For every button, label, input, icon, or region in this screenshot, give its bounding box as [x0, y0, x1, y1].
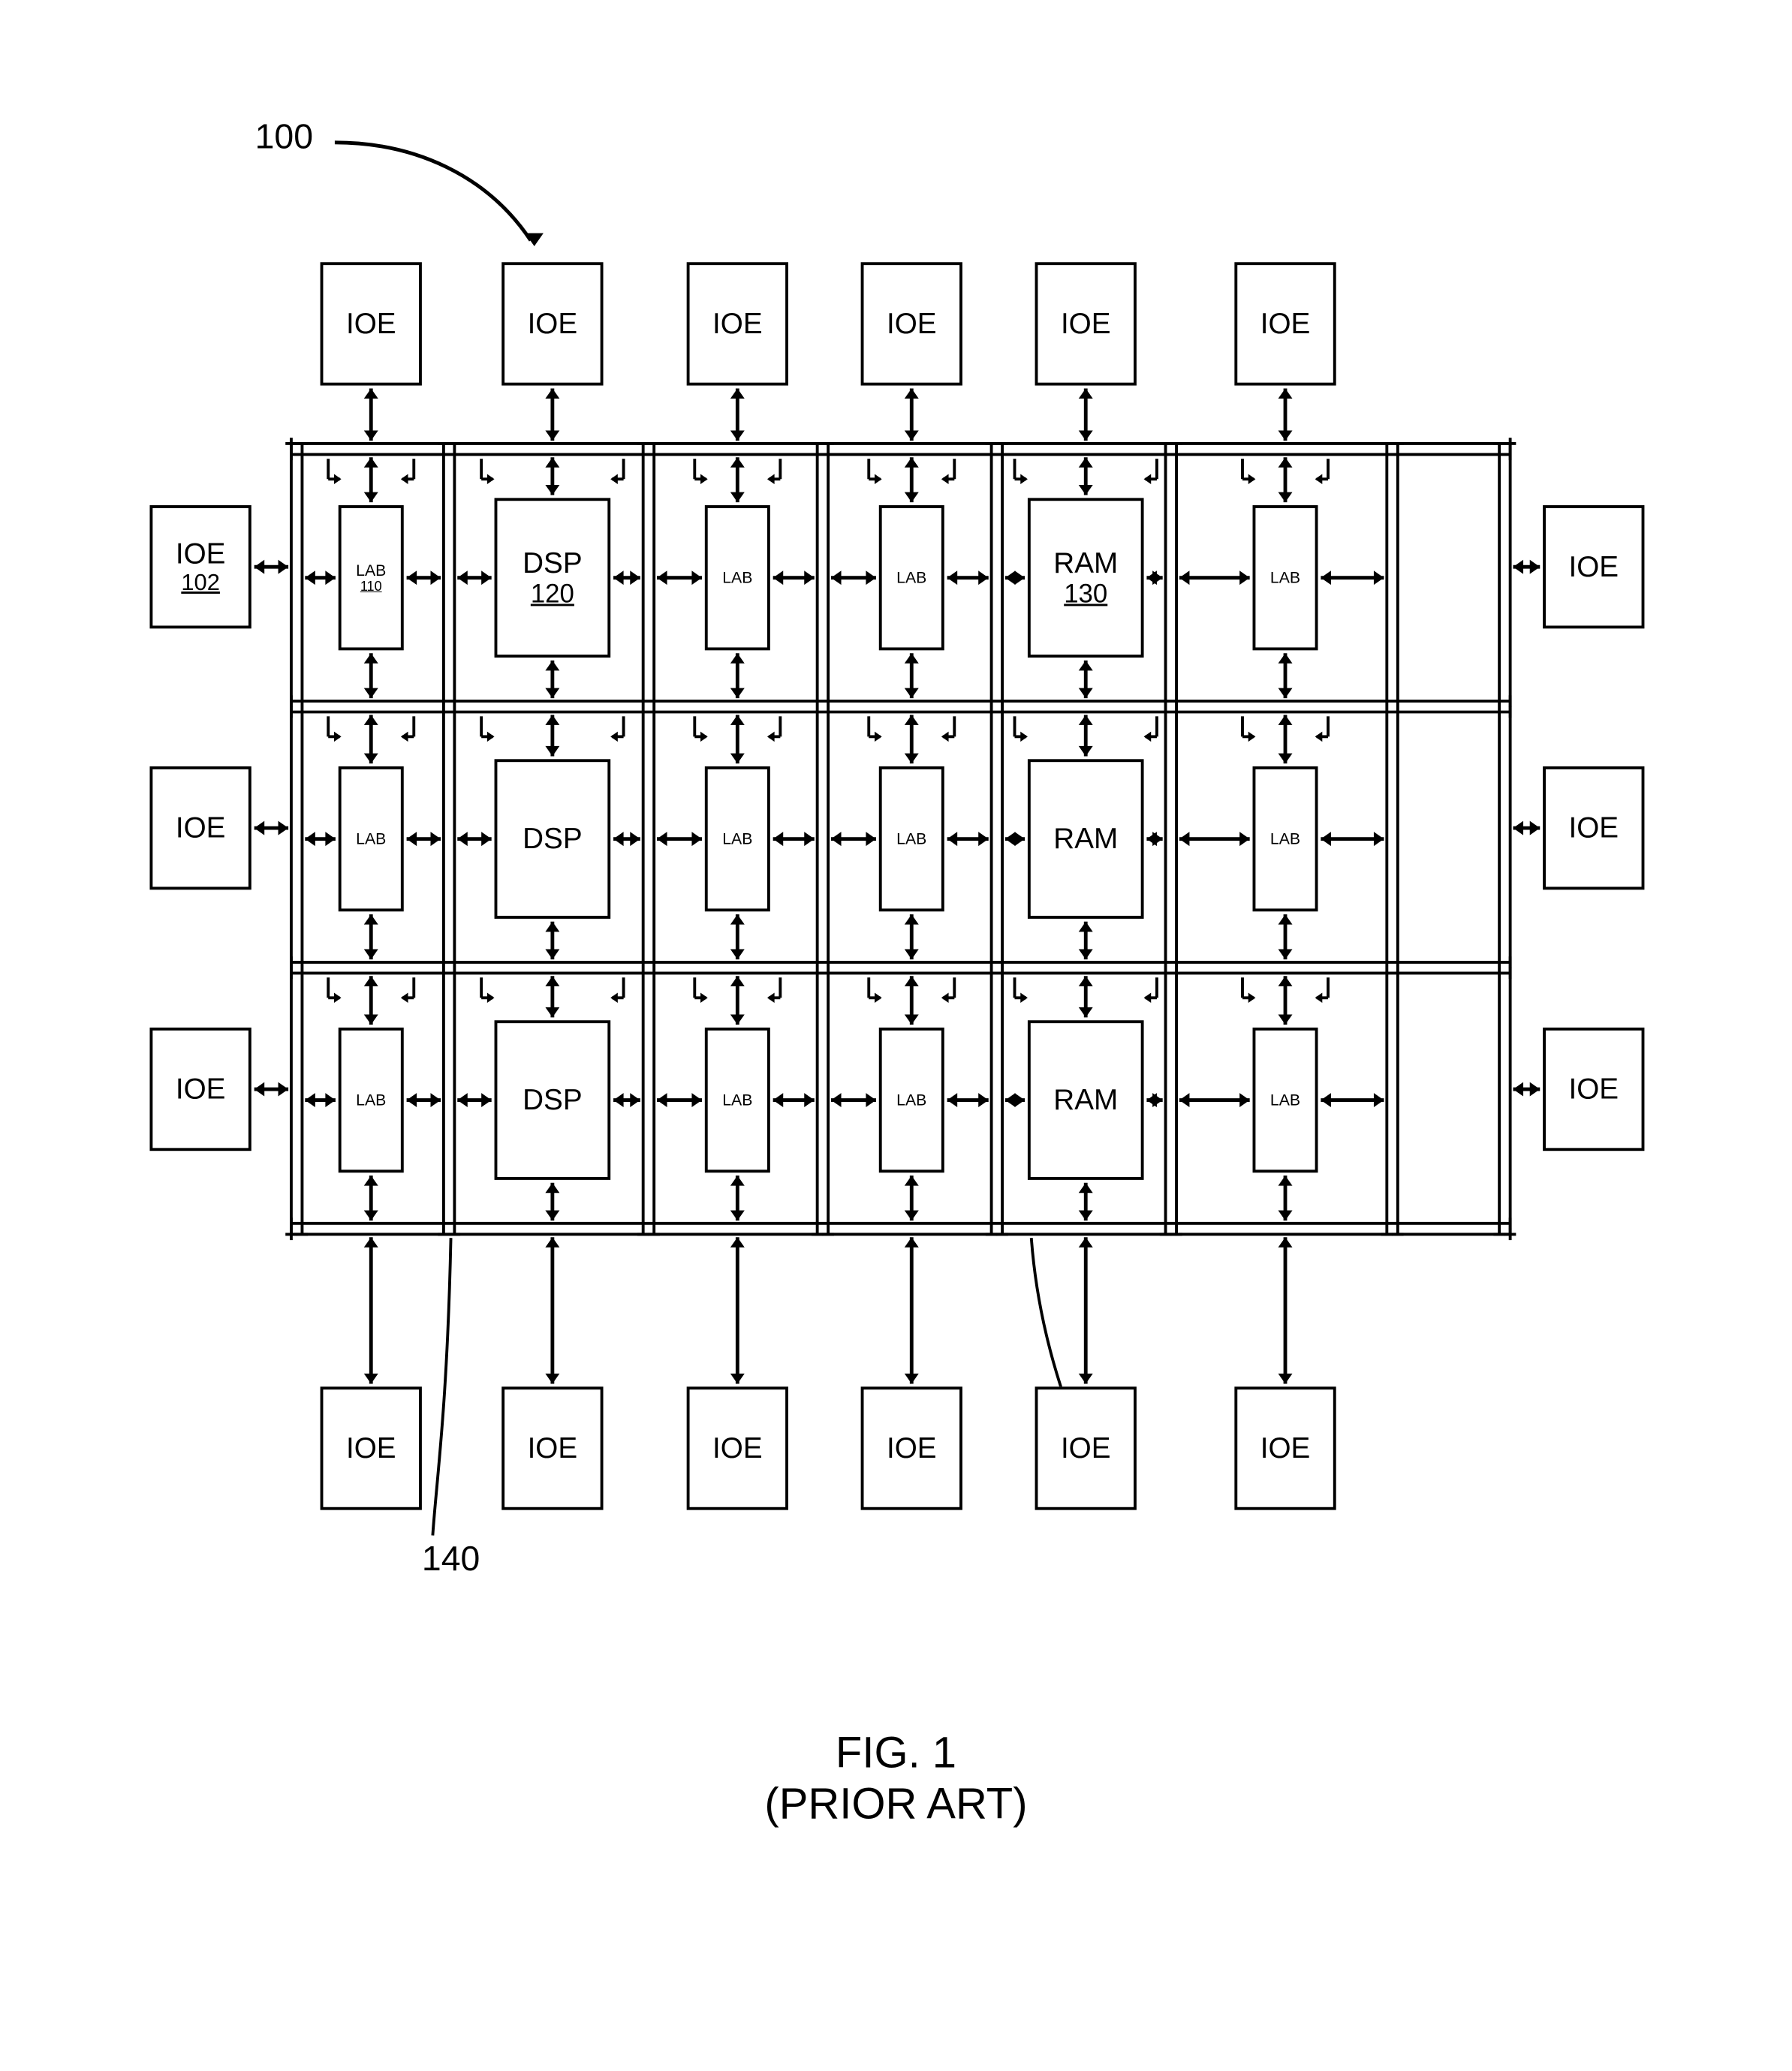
ioe-top-5: IOE [1234, 262, 1336, 385]
ref-100: 100 [255, 117, 313, 157]
lab-block-r2-c5: LAB [1253, 1028, 1318, 1172]
lab-block-r1-c2: LAB [705, 766, 770, 911]
ioe-bottom-1: IOE [501, 1386, 603, 1510]
ioe-top-2: IOE [687, 262, 788, 385]
lab-block-r2-c3: LAB [879, 1028, 944, 1172]
lab-block-r0-c3: LAB [879, 505, 944, 650]
ioe-top-3: IOE [861, 262, 962, 385]
lab-block-r0-c2: LAB [705, 505, 770, 650]
ioe-left-1: IOE [149, 766, 251, 890]
diagram-canvas: 100 FIG. 1 (PRIOR ART) 140 150 IOEIOEIOE… [30, 30, 1762, 1981]
lab-block-r0-c0: LAB110 [339, 505, 404, 650]
ref-140: 140 [422, 1539, 480, 1579]
dsp-block-r2-c1: DSP [495, 1020, 611, 1180]
lab-block-r2-c0: LAB [339, 1028, 404, 1172]
ioe-top-4: IOE [1035, 262, 1137, 385]
ioe-bottom-4: IOE [1035, 1386, 1137, 1510]
ioe-left-2: IOE [149, 1028, 251, 1151]
ioe-bottom-0: IOE [321, 1386, 422, 1510]
ioe-bottom-3: IOE [861, 1386, 962, 1510]
ram-block-r2-c4: RAM [1028, 1020, 1144, 1180]
lab-block-r1-c3: LAB [879, 766, 944, 911]
ioe-top-1: IOE [501, 262, 603, 385]
dsp-block-r0-c1: DSP120 [495, 498, 611, 658]
lab-block-r2-c2: LAB [705, 1028, 770, 1172]
figure-caption-2: (PRIOR ART) [30, 1778, 1762, 1829]
ioe-bottom-2: IOE [687, 1386, 788, 1510]
ioe-right-2: IOE [1543, 1028, 1644, 1151]
lab-block-r1-c0: LAB [339, 766, 404, 911]
figure-caption-1: FIG. 1 [30, 1728, 1762, 1778]
ioe-top-0: IOE [321, 262, 422, 385]
ioe-right-0: IOE [1543, 505, 1644, 628]
ram-block-r1-c4: RAM [1028, 759, 1144, 919]
ram-block-r0-c4: RAM130 [1028, 498, 1144, 658]
dsp-block-r1-c1: DSP [495, 759, 611, 919]
ioe-left-0: IOE102 [149, 505, 251, 628]
ioe-bottom-5: IOE [1234, 1386, 1336, 1510]
lab-block-r1-c5: LAB [1253, 766, 1318, 911]
ioe-right-1: IOE [1543, 766, 1644, 890]
lab-block-r0-c5: LAB [1253, 505, 1318, 650]
